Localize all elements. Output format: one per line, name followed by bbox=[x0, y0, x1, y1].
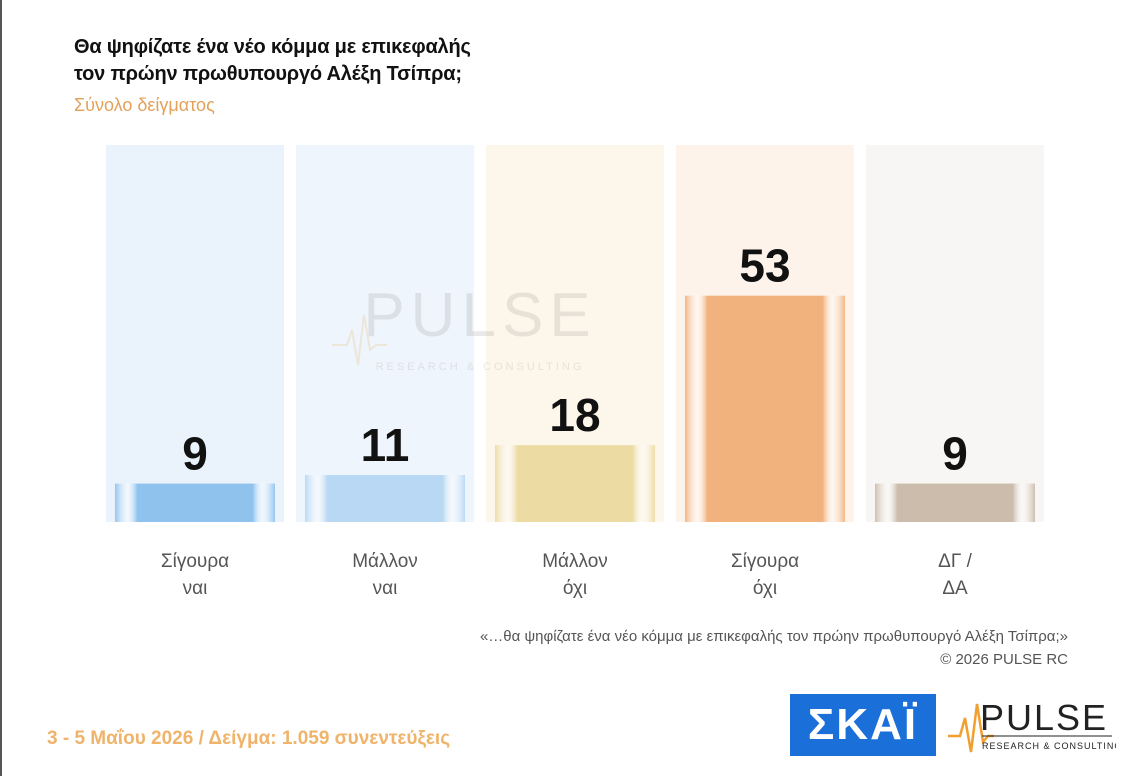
bar-value-label: 53 bbox=[739, 240, 790, 292]
category-label: Σίγουρα bbox=[731, 551, 799, 572]
category-label: ΔΑ bbox=[942, 578, 968, 599]
watermark-brand: PULSE bbox=[363, 281, 596, 350]
bar-background-column bbox=[296, 145, 474, 522]
bar-value-label: 18 bbox=[549, 389, 600, 441]
chart-title-line-2: τον πρώην πρωθυπουργό Αλέξη Τσίπρα; bbox=[74, 63, 462, 85]
bar bbox=[115, 483, 275, 522]
pulse-watermark: PULSE RESEARCH & CONSULTING bbox=[332, 281, 596, 373]
bar-chart: PULSE RESEARCH & CONSULTING 9 Σίγουρα ναι 1… bbox=[106, 145, 1044, 599]
pulse-logo-tagline: RESEARCH & CONSULTING bbox=[982, 741, 1116, 751]
chart-subtitle: Σύνολο δείγματος bbox=[74, 95, 215, 115]
skai-logo: ΣΚΑΪ bbox=[790, 694, 936, 756]
bar bbox=[875, 483, 1035, 522]
category-label: όχι bbox=[753, 578, 777, 599]
pulse-logo: PULSE RESEARCH & CONSULTING bbox=[948, 697, 1116, 753]
category-label: Μάλλον bbox=[352, 551, 418, 572]
bar bbox=[685, 295, 845, 522]
category-label: όχι bbox=[563, 578, 587, 599]
question-note: «…θα ψηφίζατε ένα νέο κόμμα με επικεφαλή… bbox=[479, 628, 1068, 645]
bar-value-label: 9 bbox=[182, 428, 208, 480]
bar-background-column bbox=[866, 145, 1044, 522]
category-label: Σίγουρα bbox=[161, 551, 229, 572]
survey-footer: 3 - 5 Μαΐου 2026 / Δείγμα: 1.059 συνεντε… bbox=[47, 728, 451, 749]
bar bbox=[305, 475, 465, 522]
chart-title-line-1: Θα ψηφίζατε ένα νέο κόμμα με επικεφαλής bbox=[74, 36, 471, 58]
pulse-logo-text: PULSE bbox=[980, 697, 1108, 738]
bar-value-label: 11 bbox=[361, 419, 410, 471]
bar bbox=[495, 445, 655, 522]
category-label: ΔΓ / bbox=[938, 551, 972, 572]
bar-value-label: 9 bbox=[942, 428, 968, 480]
watermark-pulse-line-icon bbox=[332, 314, 387, 366]
bar-background-column bbox=[106, 145, 284, 522]
category-label: ναι bbox=[373, 578, 398, 599]
copyright-note: © 2026 PULSE RC bbox=[940, 651, 1068, 668]
watermark-tagline: RESEARCH & CONSULTING bbox=[376, 361, 585, 373]
category-label: ναι bbox=[183, 578, 208, 599]
pulse-heartbeat-icon bbox=[948, 703, 994, 753]
chart-title: Θα ψηφίζατε ένα νέο κόμμα με επικεφαλής … bbox=[74, 34, 471, 88]
category-label: Μάλλον bbox=[542, 551, 608, 572]
